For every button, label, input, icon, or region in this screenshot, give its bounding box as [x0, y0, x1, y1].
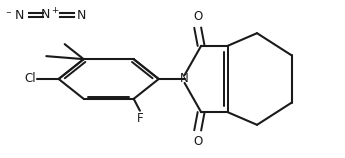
- Text: N: N: [180, 73, 189, 85]
- Text: N: N: [76, 9, 86, 21]
- Text: O: O: [193, 135, 202, 148]
- Text: F: F: [137, 112, 144, 125]
- Text: N$^+$: N$^+$: [40, 7, 60, 23]
- Text: $^-$: $^-$: [4, 10, 13, 20]
- Text: O: O: [193, 10, 202, 23]
- Text: N: N: [14, 9, 24, 21]
- Text: Cl: Cl: [24, 73, 36, 85]
